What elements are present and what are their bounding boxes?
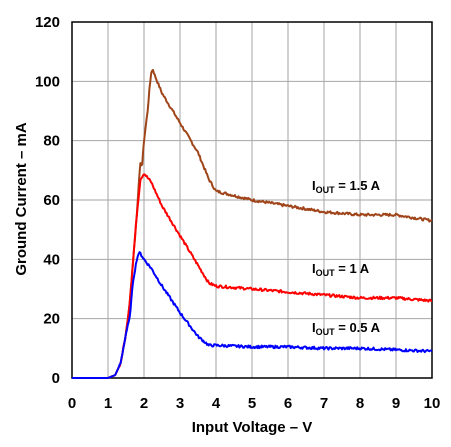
x-tick-label: 7 [320, 395, 328, 412]
series-label-2: IOUT = 0.5 A [312, 320, 381, 337]
series-line-2 [71, 251, 433, 379]
axes [71, 21, 433, 379]
series-lines [71, 68, 433, 379]
series-line-1 [71, 173, 433, 379]
y-tick-label: 0 [52, 370, 60, 387]
x-tick-label: 6 [284, 395, 292, 412]
x-tick-label: 4 [212, 395, 221, 412]
x-tick-label: 0 [68, 395, 76, 412]
y-tick-label: 20 [43, 311, 60, 328]
series-labels: IOUT = 1.5 A IOUT = 1 A IOUT = 0.5 A [312, 178, 381, 337]
plot-frame [71, 21, 433, 379]
y-tick-label: 100 [35, 73, 60, 90]
x-tick-label: 8 [356, 395, 364, 412]
x-tick-label: 3 [176, 395, 184, 412]
x-tick-label: 10 [424, 395, 441, 412]
y-axis-title: Ground Current – mA [13, 122, 30, 276]
x-tick-label: 1 [104, 395, 112, 412]
x-tick-label: 5 [248, 395, 256, 412]
y-tick-label: 120 [35, 14, 60, 31]
x-tick-label: 9 [392, 395, 400, 412]
series-label-0: IOUT = 1.5 A [312, 178, 381, 195]
y-tick-label: 60 [43, 192, 60, 209]
x-tick-label: 2 [140, 395, 148, 412]
y-tick-label: 80 [43, 133, 60, 150]
x-axis-title: Input Voltage – V [192, 419, 313, 436]
y-tick-label: 40 [43, 251, 60, 268]
series-label-1: IOUT = 1 A [312, 261, 370, 278]
